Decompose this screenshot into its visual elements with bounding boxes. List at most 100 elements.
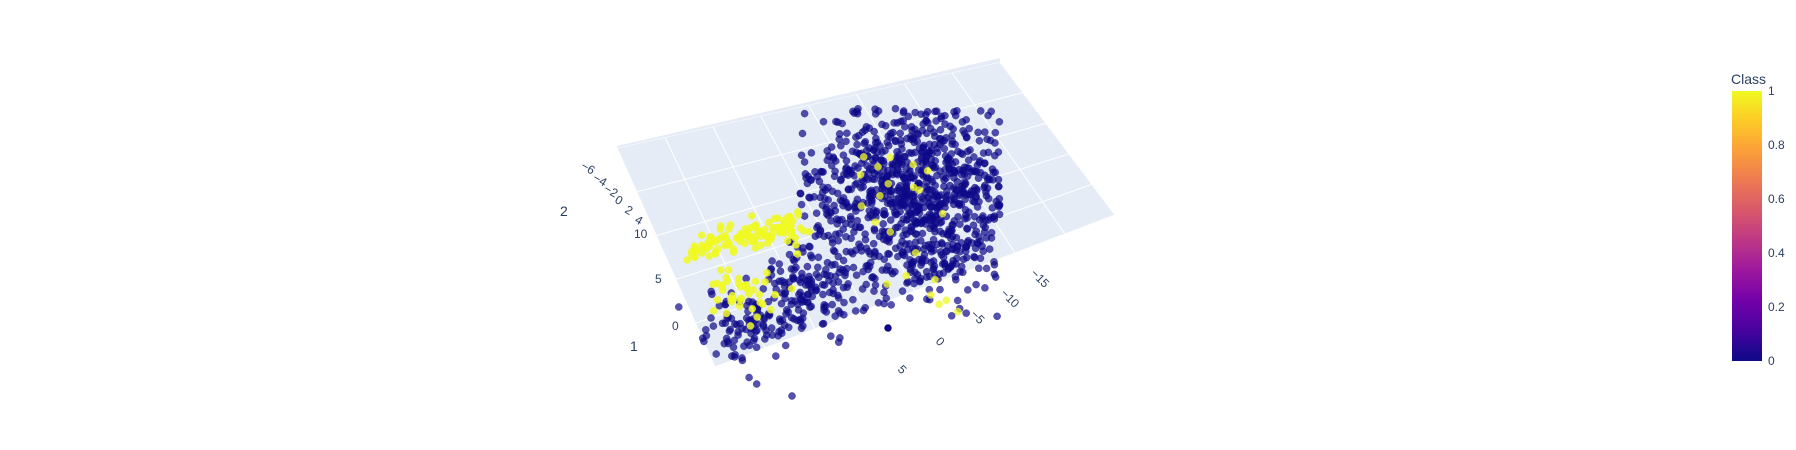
colorbar-tick: 0.6 bbox=[1768, 192, 1785, 206]
data-point bbox=[807, 277, 816, 285]
data-point bbox=[827, 143, 836, 151]
data-point bbox=[713, 296, 722, 304]
data-point bbox=[993, 312, 1001, 321]
data-point bbox=[828, 300, 837, 309]
data-point bbox=[839, 256, 848, 265]
data-point bbox=[968, 239, 976, 247]
data-point bbox=[844, 185, 853, 193]
data-point bbox=[734, 279, 743, 288]
data-point bbox=[812, 270, 821, 279]
data-point bbox=[836, 309, 844, 317]
data-point bbox=[974, 264, 983, 273]
data-point bbox=[931, 107, 939, 116]
data-point bbox=[820, 270, 828, 279]
data-point bbox=[870, 144, 879, 152]
data-point bbox=[981, 284, 989, 292]
data-point bbox=[819, 117, 828, 126]
data-point bbox=[911, 208, 920, 217]
data-point bbox=[938, 209, 947, 218]
data-point bbox=[886, 129, 895, 138]
data-point bbox=[820, 301, 829, 309]
data-point bbox=[987, 234, 996, 242]
x-tick: 0 bbox=[933, 334, 948, 349]
extra-axis-label: 1 bbox=[630, 338, 638, 354]
data-point bbox=[948, 140, 956, 148]
data-point bbox=[826, 332, 835, 340]
data-point bbox=[851, 207, 860, 215]
data-point bbox=[883, 280, 891, 288]
data-point bbox=[908, 258, 917, 267]
data-point bbox=[976, 107, 985, 115]
data-point bbox=[727, 298, 736, 306]
data-point bbox=[746, 223, 755, 232]
data-point bbox=[927, 291, 935, 299]
data-point bbox=[751, 277, 760, 286]
data-point bbox=[806, 193, 814, 202]
data-point bbox=[871, 281, 880, 289]
data-point bbox=[800, 158, 809, 166]
data-point bbox=[745, 373, 753, 382]
data-point bbox=[829, 154, 838, 163]
data-point bbox=[931, 275, 939, 284]
data-point bbox=[768, 257, 776, 265]
data-point bbox=[935, 300, 943, 309]
data-point bbox=[884, 324, 892, 332]
colorbar-title: Class bbox=[1731, 71, 1766, 87]
data-point bbox=[836, 176, 845, 185]
data-point bbox=[994, 182, 1003, 191]
data-point bbox=[987, 107, 996, 116]
data-point bbox=[827, 261, 836, 269]
data-point bbox=[879, 220, 888, 228]
data-point bbox=[965, 124, 974, 133]
data-point bbox=[906, 294, 914, 302]
data-point bbox=[963, 224, 971, 233]
data-point bbox=[771, 290, 779, 299]
data-point bbox=[856, 170, 865, 179]
data-point bbox=[903, 211, 912, 220]
z-tick: 4 bbox=[633, 212, 646, 228]
data-point bbox=[829, 246, 838, 255]
data-point bbox=[824, 211, 832, 220]
data-point bbox=[791, 233, 800, 242]
data-point bbox=[930, 215, 939, 224]
data-point bbox=[909, 183, 918, 192]
data-point bbox=[782, 305, 791, 314]
data-point bbox=[700, 337, 708, 346]
data-point bbox=[936, 285, 944, 294]
x-tick: −5 bbox=[968, 307, 988, 327]
data-point bbox=[916, 277, 924, 285]
data-point bbox=[796, 224, 805, 232]
data-point bbox=[908, 227, 916, 235]
data-point bbox=[861, 137, 870, 146]
data-point bbox=[683, 256, 692, 264]
data-point bbox=[906, 173, 914, 182]
data-point bbox=[971, 230, 979, 239]
data-point bbox=[970, 153, 978, 161]
data-point bbox=[962, 309, 971, 318]
data-point bbox=[871, 105, 879, 114]
data-point bbox=[938, 199, 946, 208]
data-point bbox=[732, 234, 741, 242]
data-point bbox=[848, 147, 857, 156]
data-point bbox=[905, 240, 914, 248]
data-point bbox=[975, 136, 984, 145]
data-point bbox=[936, 227, 944, 236]
data-point bbox=[780, 289, 789, 298]
grid-line bbox=[951, 72, 1066, 235]
data-point bbox=[988, 204, 997, 212]
data-point bbox=[927, 247, 936, 256]
data-point bbox=[749, 285, 757, 294]
data-point bbox=[952, 246, 961, 255]
data-point bbox=[752, 343, 761, 352]
data-point bbox=[991, 168, 1000, 177]
data-point bbox=[899, 231, 907, 240]
scene-back-wall bbox=[617, 58, 1000, 148]
data-point bbox=[917, 219, 925, 228]
data-point bbox=[720, 241, 729, 250]
data-point bbox=[991, 128, 1000, 137]
data-point bbox=[918, 254, 927, 263]
data-point bbox=[852, 246, 860, 255]
data-point bbox=[765, 218, 773, 227]
data-point bbox=[880, 159, 888, 168]
